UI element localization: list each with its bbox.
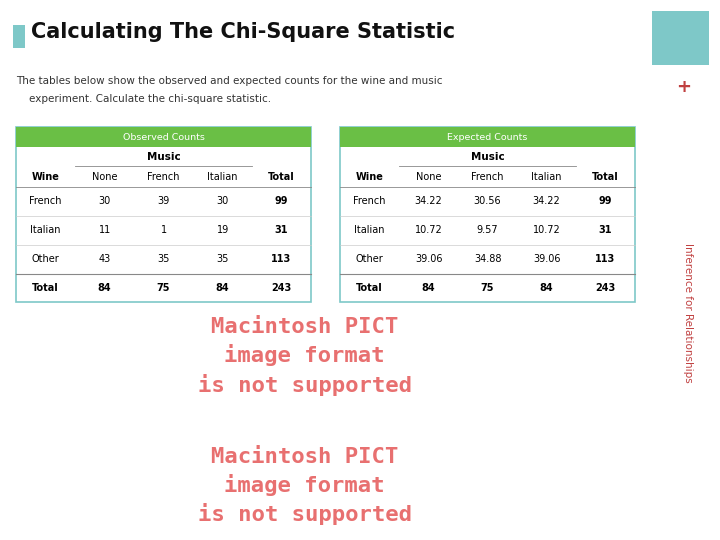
Text: Italian: Italian xyxy=(30,225,61,235)
Text: Music: Music xyxy=(147,152,181,162)
Text: Italian: Italian xyxy=(531,172,562,181)
Text: 30: 30 xyxy=(99,196,111,206)
Text: Wine: Wine xyxy=(32,172,60,181)
Text: Macintosh PICT
image format
is not supported: Macintosh PICT image format is not suppo… xyxy=(197,447,412,525)
Text: 11: 11 xyxy=(99,225,111,235)
Text: 99: 99 xyxy=(599,196,612,206)
Text: 39.06: 39.06 xyxy=(533,254,560,264)
Bar xyxy=(13,25,24,48)
Text: 10.72: 10.72 xyxy=(415,225,443,235)
Text: Other: Other xyxy=(356,254,384,264)
Text: Expected Counts: Expected Counts xyxy=(447,133,528,141)
Text: 99: 99 xyxy=(275,196,288,206)
Text: 34.22: 34.22 xyxy=(533,196,560,206)
Text: 84: 84 xyxy=(216,283,230,293)
Text: 84: 84 xyxy=(422,283,436,293)
Text: 75: 75 xyxy=(157,283,171,293)
Text: 9.57: 9.57 xyxy=(477,225,498,235)
Text: None: None xyxy=(92,172,117,181)
Text: 30.56: 30.56 xyxy=(474,196,501,206)
Text: 243: 243 xyxy=(271,283,292,293)
Text: Total: Total xyxy=(592,172,619,181)
Bar xyxy=(16,127,311,302)
Text: 43: 43 xyxy=(99,254,111,264)
Text: 31: 31 xyxy=(275,225,288,235)
Text: Total: Total xyxy=(32,283,59,293)
Text: 35: 35 xyxy=(158,254,170,264)
Text: 35: 35 xyxy=(217,254,229,264)
Text: 39: 39 xyxy=(158,196,170,206)
Text: French: French xyxy=(148,172,180,181)
Text: 84: 84 xyxy=(540,283,554,293)
Text: Total: Total xyxy=(356,283,383,293)
Text: 113: 113 xyxy=(271,254,292,264)
Text: Inference for Relationships: Inference for Relationships xyxy=(683,244,693,383)
Text: 10.72: 10.72 xyxy=(533,225,560,235)
Bar xyxy=(652,11,709,65)
Text: French: French xyxy=(30,196,62,206)
Text: Macintosh PICT
image format
is not supported: Macintosh PICT image format is not suppo… xyxy=(197,317,412,396)
Text: French: French xyxy=(354,196,386,206)
Text: Italian: Italian xyxy=(207,172,238,181)
Bar xyxy=(340,127,635,147)
Text: Calculating The Chi-Square Statistic: Calculating The Chi-Square Statistic xyxy=(31,22,455,42)
Text: Italian: Italian xyxy=(354,225,385,235)
Text: 39.06: 39.06 xyxy=(415,254,442,264)
Text: None: None xyxy=(416,172,441,181)
Text: 30: 30 xyxy=(217,196,229,206)
Text: +: + xyxy=(677,78,691,96)
Text: 84: 84 xyxy=(98,283,112,293)
Bar xyxy=(340,127,635,302)
Text: 113: 113 xyxy=(595,254,616,264)
Text: 243: 243 xyxy=(595,283,616,293)
Bar xyxy=(16,127,311,147)
Text: Music: Music xyxy=(471,152,505,162)
Text: Observed Counts: Observed Counts xyxy=(122,133,204,141)
Text: 1: 1 xyxy=(161,225,167,235)
Text: French: French xyxy=(472,172,504,181)
Text: Wine: Wine xyxy=(356,172,384,181)
Text: Other: Other xyxy=(32,254,60,264)
Text: Total: Total xyxy=(268,172,295,181)
Text: 34.88: 34.88 xyxy=(474,254,501,264)
Text: experiment. Calculate the chi-square statistic.: experiment. Calculate the chi-square sta… xyxy=(16,94,271,105)
Text: The tables below show the observed and expected counts for the wine and music: The tables below show the observed and e… xyxy=(16,76,443,86)
Text: 19: 19 xyxy=(217,225,229,235)
Text: 75: 75 xyxy=(481,283,495,293)
Text: 31: 31 xyxy=(599,225,612,235)
Text: 34.22: 34.22 xyxy=(415,196,443,206)
